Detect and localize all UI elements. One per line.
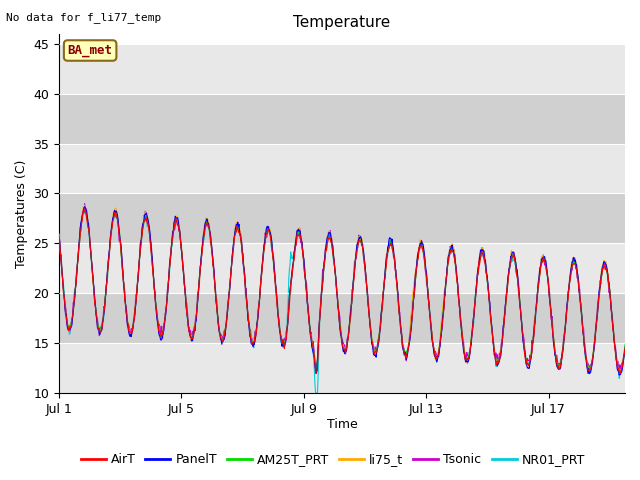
Title: Temperature: Temperature xyxy=(294,15,390,30)
Bar xyxy=(59,293,625,343)
Bar xyxy=(59,243,625,293)
Bar xyxy=(59,193,625,243)
Bar xyxy=(59,44,625,94)
Text: No data for f_li77_temp: No data for f_li77_temp xyxy=(6,12,162,23)
Bar xyxy=(59,144,625,193)
X-axis label: Time: Time xyxy=(326,419,358,432)
Text: BA_met: BA_met xyxy=(68,44,113,57)
Y-axis label: Temperatures (C): Temperatures (C) xyxy=(15,159,28,268)
Legend: AirT, PanelT, AM25T_PRT, li75_t, Tsonic, NR01_PRT: AirT, PanelT, AM25T_PRT, li75_t, Tsonic,… xyxy=(76,448,590,471)
Bar xyxy=(59,94,625,144)
Bar xyxy=(59,343,625,393)
